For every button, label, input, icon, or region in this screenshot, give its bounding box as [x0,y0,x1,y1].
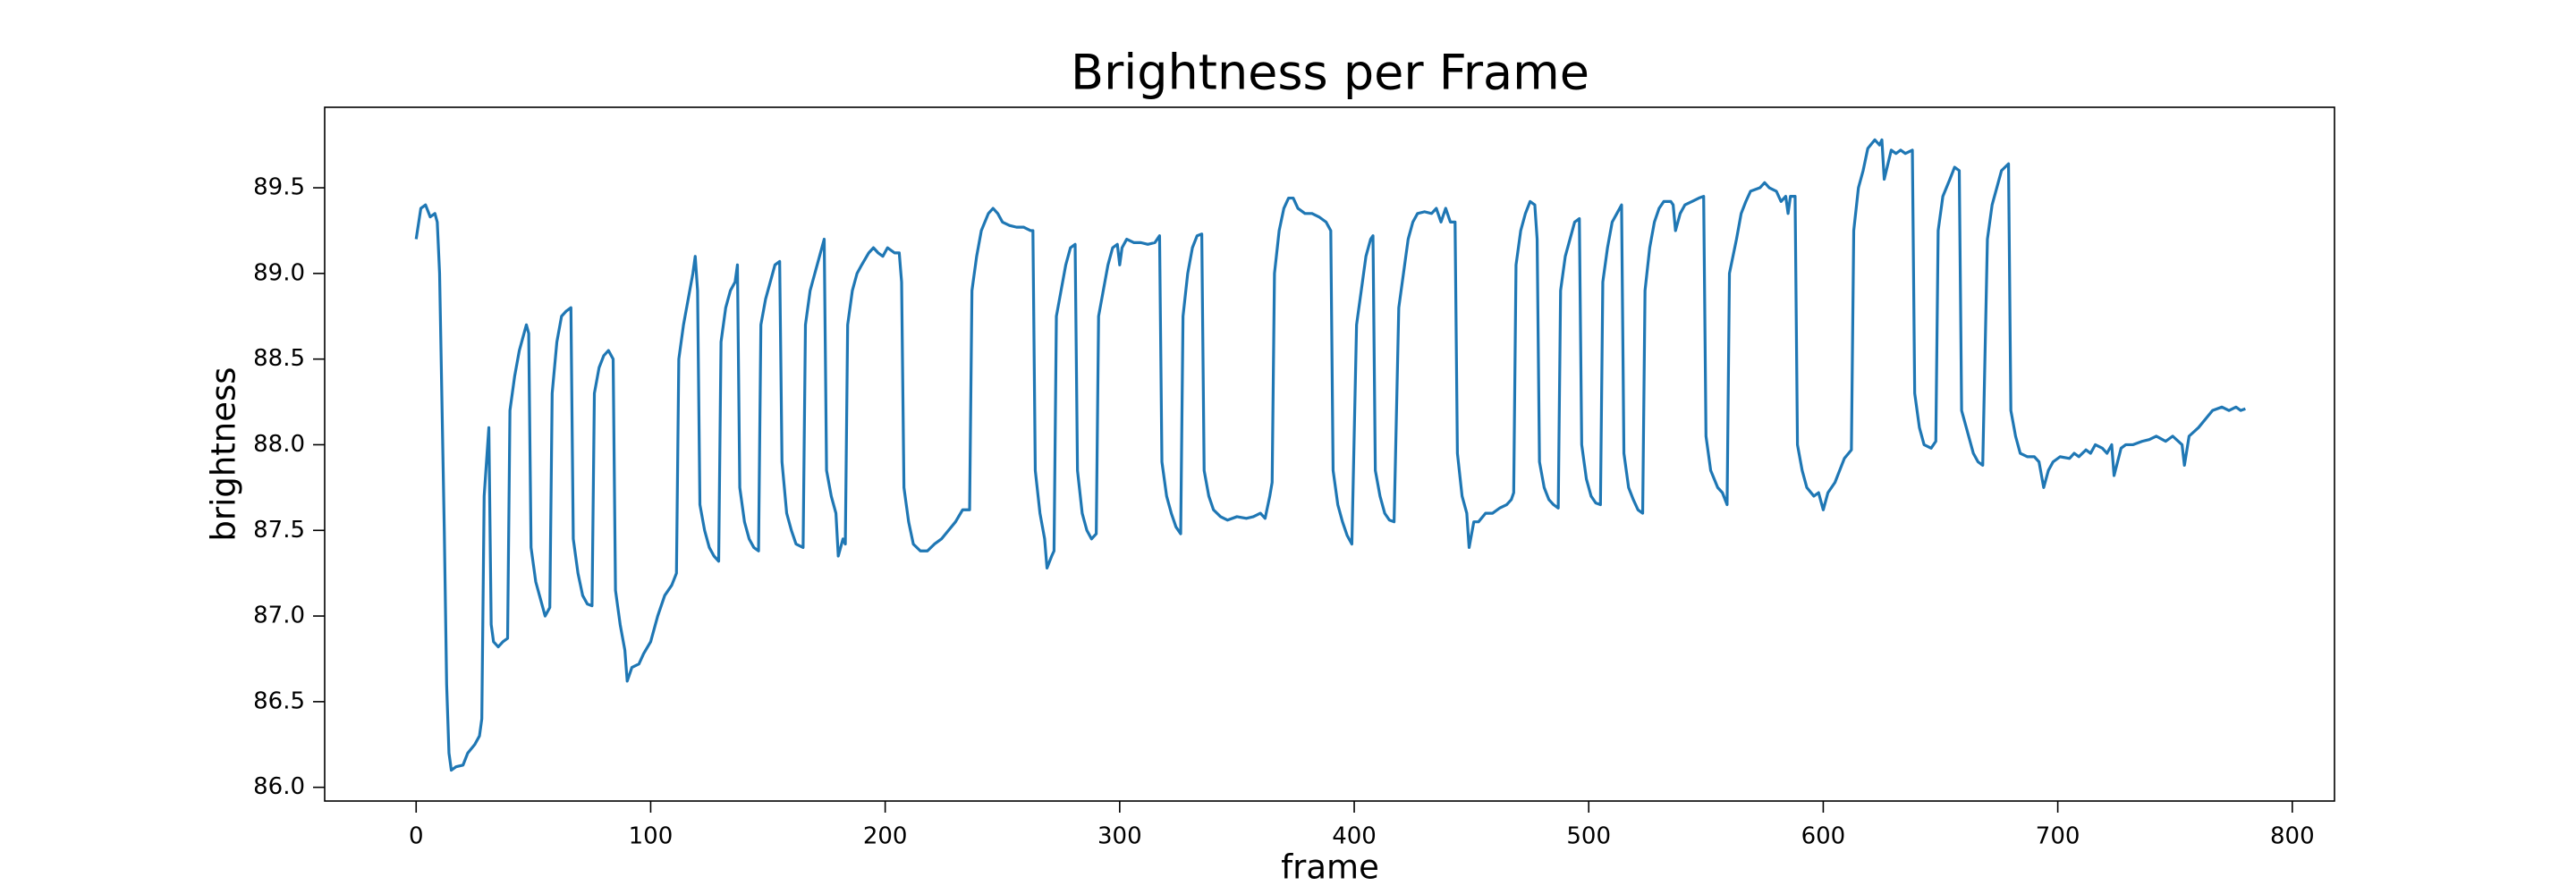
y-tick-label: 87.0 [253,603,305,629]
x-tick-label: 500 [1566,823,1611,850]
y-tick-label: 89.0 [253,259,305,286]
x-tick-label: 600 [1801,823,1846,850]
x-tick-label: 700 [2036,823,2080,850]
y-tick-label: 89.5 [253,174,305,201]
x-tick-label: 400 [1332,823,1377,850]
data-line [414,138,2246,772]
x-tick-label: 0 [409,823,424,850]
y-tick-label: 86.0 [253,773,305,800]
y-tick-label: 88.5 [253,345,305,372]
y-tick-label: 86.5 [253,687,305,714]
chart-title: Brightness per Frame [1071,45,1589,101]
y-tick-label: 87.5 [253,517,305,544]
x-tick-label: 100 [629,823,674,850]
x-axis-label: frame [1281,848,1379,887]
x-tick-label: 800 [2270,823,2315,850]
plot-frame [324,106,2335,802]
y-tick-label: 88.0 [253,431,305,458]
y-axis-label: brightness [205,367,243,541]
x-tick-label: 200 [863,823,908,850]
x-tick-label: 300 [1097,823,1142,850]
